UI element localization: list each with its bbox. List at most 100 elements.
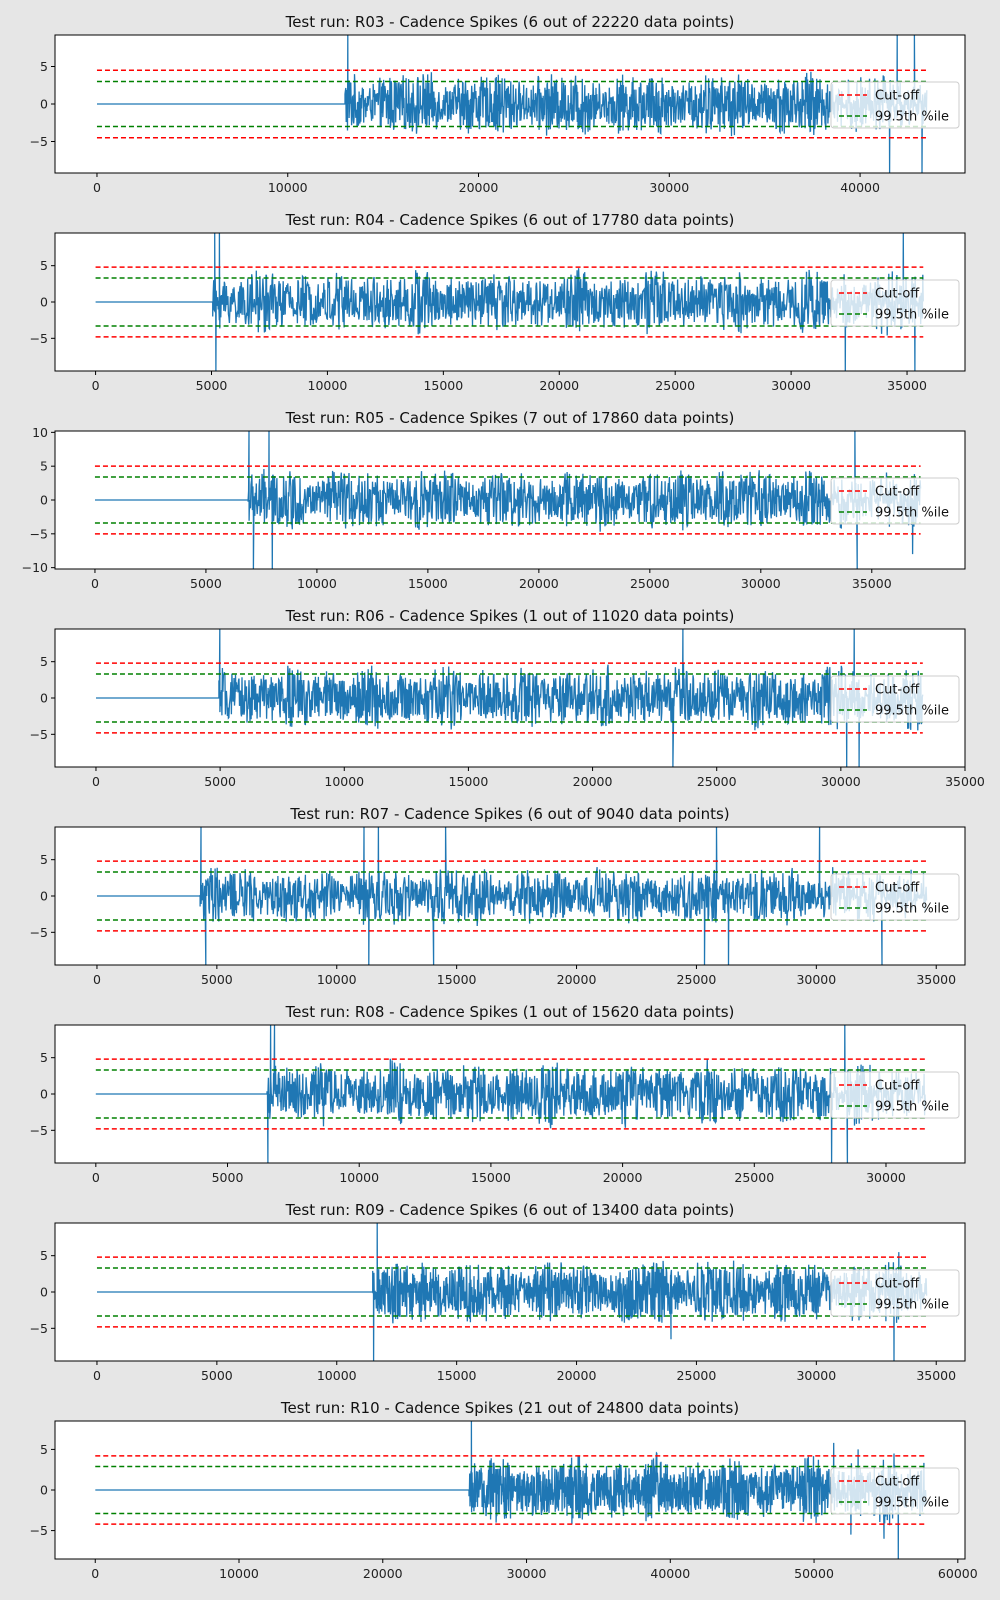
legend-cutoff-label: Cut-off xyxy=(875,1277,920,1292)
x-tick-label: 15000 xyxy=(423,378,463,393)
y-tick-label: 0 xyxy=(40,691,48,706)
chart-title: Test run: R05 - Cadence Spikes (7 out of… xyxy=(285,409,735,427)
chart-panel-4: Test run: R06 - Cadence Spikes (1 out of… xyxy=(30,607,985,789)
legend: Cut-off 99.5th %ile xyxy=(830,1071,960,1119)
plot-content xyxy=(96,35,928,173)
x-tick-label: 40000 xyxy=(650,1566,690,1581)
y-tick-label: 5 xyxy=(40,258,48,273)
x-tick-label: 20000 xyxy=(557,972,597,987)
x-tick-label: 50000 xyxy=(794,1566,834,1581)
y-tick-label: 0 xyxy=(40,1483,48,1498)
x-tick-label: 20000 xyxy=(519,576,559,591)
legend-percentile-label: 99.5th %ile xyxy=(875,1496,949,1511)
x-tick-label: 0 xyxy=(93,1368,101,1383)
x-tick-label: 30000 xyxy=(796,972,836,987)
y-tick-label: −5 xyxy=(30,1523,48,1538)
x-tick-label: 35000 xyxy=(852,576,892,591)
y-tick-label: 5 xyxy=(40,852,48,867)
x-tick-label: 40000 xyxy=(840,180,880,195)
y-tick-label: 5 xyxy=(40,1248,48,1263)
chart-title: Test run: R04 - Cadence Spikes (6 out of… xyxy=(285,211,735,229)
y-tick-label: −5 xyxy=(30,1321,48,1336)
legend-cutoff-label: Cut-off xyxy=(875,1475,920,1490)
x-tick-label: 25000 xyxy=(630,576,670,591)
x-tick-label: 15000 xyxy=(437,972,477,987)
plot-content xyxy=(95,233,924,371)
x-tick-label: 20000 xyxy=(539,378,579,393)
x-tick-label: 15000 xyxy=(437,1368,477,1383)
plot-content xyxy=(95,1025,927,1163)
x-tick-label: 30000 xyxy=(649,180,689,195)
legend-cutoff-label: Cut-off xyxy=(875,881,920,896)
y-tick-label: 5 xyxy=(40,654,48,669)
y-tick-label: 0 xyxy=(40,889,48,904)
x-tick-label: 30000 xyxy=(821,774,861,789)
legend: Cut-off 99.5th %ile xyxy=(830,1269,960,1317)
x-tick-label: 0 xyxy=(93,180,101,195)
y-tick-label: −5 xyxy=(30,526,48,541)
chart-title: Test run: R03 - Cadence Spikes (6 out of… xyxy=(285,13,735,31)
x-tick-label: 60000 xyxy=(938,1566,978,1581)
y-tick-label: 0 xyxy=(40,97,48,112)
y-tick-label: 5 xyxy=(40,1050,48,1065)
x-tick-label: 5000 xyxy=(212,1170,244,1185)
signal-line xyxy=(95,1025,927,1163)
legend-percentile-label: 99.5th %ile xyxy=(875,110,949,125)
x-tick-label: 15000 xyxy=(408,576,448,591)
x-tick-label: 5000 xyxy=(201,972,233,987)
chart-title: Test run: R07 - Cadence Spikes (6 out of… xyxy=(289,805,729,823)
x-tick-label: 20000 xyxy=(557,1368,597,1383)
x-tick-label: 35000 xyxy=(945,774,985,789)
x-tick-label: 10000 xyxy=(219,1566,259,1581)
x-tick-label: 5000 xyxy=(201,1368,233,1383)
chart-title: Test run: R06 - Cadence Spikes (1 out of… xyxy=(285,607,735,625)
legend-percentile-label: 99.5th %ile xyxy=(875,1298,949,1313)
plot-content xyxy=(96,827,928,965)
chart-title: Test run: R08 - Cadence Spikes (1 out of… xyxy=(285,1003,735,1021)
x-tick-label: 30000 xyxy=(866,1170,906,1185)
legend-percentile-label: 99.5th %ile xyxy=(875,506,949,521)
legend: Cut-off 99.5th %ile xyxy=(830,81,960,129)
x-tick-label: 25000 xyxy=(677,972,717,987)
chart-panel-8: Test run: R10 - Cadence Spikes (21 out o… xyxy=(30,1399,978,1581)
legend: Cut-off 99.5th %ile xyxy=(830,477,960,525)
chart-title: Test run: R10 - Cadence Spikes (21 out o… xyxy=(280,1399,739,1417)
y-tick-label: −5 xyxy=(30,925,48,940)
chart-panel-2: Test run: R04 - Cadence Spikes (6 out of… xyxy=(30,211,966,393)
x-tick-label: 5000 xyxy=(196,378,228,393)
y-tick-label: 5 xyxy=(40,59,48,74)
x-tick-label: 30000 xyxy=(771,378,811,393)
x-tick-label: 20000 xyxy=(603,1170,643,1185)
signal-line xyxy=(95,431,922,569)
legend: Cut-off 99.5th %ile xyxy=(830,675,960,723)
y-tick-label: 0 xyxy=(40,1285,48,1300)
x-tick-label: 10000 xyxy=(297,576,337,591)
x-tick-label: 0 xyxy=(92,1170,100,1185)
y-tick-label: −5 xyxy=(30,331,48,346)
legend-percentile-label: 99.5th %ile xyxy=(875,704,949,719)
y-tick-label: 0 xyxy=(40,1087,48,1102)
x-tick-label: 5000 xyxy=(204,774,236,789)
y-tick-label: −5 xyxy=(30,1123,48,1138)
y-tick-label: 5 xyxy=(40,459,48,474)
x-tick-label: 0 xyxy=(92,378,100,393)
y-tick-label: −5 xyxy=(30,727,48,742)
legend-cutoff-label: Cut-off xyxy=(875,89,920,104)
x-tick-label: 0 xyxy=(91,576,99,591)
x-tick-label: 25000 xyxy=(677,1368,717,1383)
y-tick-label: 0 xyxy=(40,493,48,508)
plot-content xyxy=(94,431,922,569)
y-tick-label: 10 xyxy=(32,425,48,440)
legend-cutoff-label: Cut-off xyxy=(875,485,920,500)
legend-cutoff-label: Cut-off xyxy=(875,1079,920,1094)
y-tick-label: 5 xyxy=(40,1442,48,1457)
x-tick-label: 10000 xyxy=(324,774,364,789)
x-tick-label: 0 xyxy=(92,774,100,789)
x-tick-label: 0 xyxy=(93,972,101,987)
x-tick-label: 30000 xyxy=(796,1368,836,1383)
legend-cutoff-label: Cut-off xyxy=(875,287,920,302)
legend-percentile-label: 99.5th %ile xyxy=(875,308,949,323)
x-tick-label: 20000 xyxy=(363,1566,403,1581)
chart-title: Test run: R09 - Cadence Spikes (6 out of… xyxy=(285,1201,735,1219)
chart-panel-5: Test run: R07 - Cadence Spikes (6 out of… xyxy=(30,805,966,987)
